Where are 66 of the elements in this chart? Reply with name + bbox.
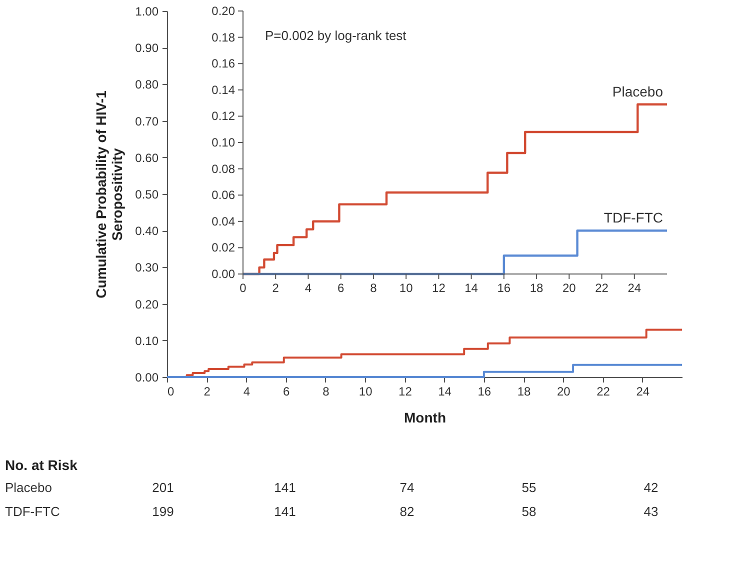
y-tick-label: 0.30: [135, 260, 159, 275]
x-tick-label: 6: [283, 384, 290, 398]
x-tick-label: 16: [478, 384, 492, 398]
x-tick-label: 10: [358, 384, 373, 398]
text: 74: [400, 480, 414, 495]
x-tick-label: 12: [398, 384, 412, 398]
text: 42: [644, 480, 658, 495]
text: 141: [274, 480, 296, 495]
x-tick-label: 0: [240, 281, 247, 295]
y-tick-label: 0.00: [135, 370, 159, 384]
x-tick-label: 12: [432, 281, 446, 295]
y-tick-label: 0.10: [212, 136, 236, 150]
x-tick-label: 22: [596, 384, 610, 398]
text: 55: [522, 480, 536, 495]
text: 82: [400, 504, 414, 519]
x-tick-label: 2: [204, 384, 211, 398]
x-tick-label: 4: [304, 281, 312, 295]
y-tick-label: 1.00: [135, 4, 159, 18]
text: 58: [522, 504, 536, 519]
text: 43: [644, 504, 658, 519]
text: 199: [152, 504, 174, 519]
x-tick-label: 20: [556, 384, 571, 398]
x-tick-label: 8: [370, 281, 378, 295]
text: 201: [152, 480, 174, 495]
y-tick-label: 0.90: [135, 41, 159, 56]
y-axis-title: Cumulative Probability of HIV-1 Seropositivity: [93, 90, 126, 298]
text: 141: [274, 504, 296, 519]
x-tick-label: 0: [168, 384, 174, 398]
x-tick-label: 6: [338, 281, 344, 295]
x-tick-label: 10: [399, 281, 414, 295]
x-tick-label: 16: [497, 281, 511, 295]
x-tick-label: 18: [530, 281, 544, 295]
y-tick-label: 0.02: [212, 240, 236, 255]
x-tick-label: 18: [517, 384, 532, 398]
text: No. at Risk: [5, 457, 78, 473]
series-label: TDF-FTC: [604, 210, 663, 226]
y-tick-label: 0.04: [212, 214, 236, 228]
x-tick-label: 2: [272, 281, 280, 295]
y-tick-label: 0.80: [135, 78, 159, 92]
y-tick-label: 0.18: [212, 30, 236, 44]
x-axis-title: Month: [404, 410, 446, 426]
text: TDF-FTC: [5, 504, 60, 519]
y-tick-label: 0.40: [135, 224, 159, 238]
x-tick-label: 24: [636, 384, 650, 398]
y-tick-label: 0.08: [212, 162, 236, 176]
annotation: P=0.002 by log-rank test: [265, 28, 407, 43]
y-tick-label: 0.50: [135, 188, 159, 202]
x-tick-label: 14: [438, 384, 452, 398]
y-tick-label: 0.16: [212, 56, 236, 71]
y-tick-label: 0.10: [135, 334, 159, 348]
y-tick-label: 0.20: [212, 4, 236, 18]
y-tick-label: 0.20: [135, 297, 159, 312]
y-tick-label: 0.14: [212, 82, 236, 97]
series-label: Placebo: [612, 83, 664, 100]
x-tick-label: 14: [464, 281, 478, 295]
x-tick-label: 20: [562, 281, 576, 295]
y-tick-label: 0.70: [135, 114, 159, 128]
x-tick-label: 8: [322, 384, 330, 398]
y-tick-label: 0.60: [135, 150, 159, 165]
x-tick-label: 22: [595, 281, 609, 295]
y-tick-label: 0.00: [212, 267, 236, 281]
y-tick-label: 0.12: [212, 109, 236, 124]
x-tick-label: 4: [243, 384, 250, 398]
y-tick-label: 0.06: [212, 188, 236, 202]
x-tick-label: 24: [628, 281, 642, 295]
text: Placebo: [5, 480, 52, 495]
